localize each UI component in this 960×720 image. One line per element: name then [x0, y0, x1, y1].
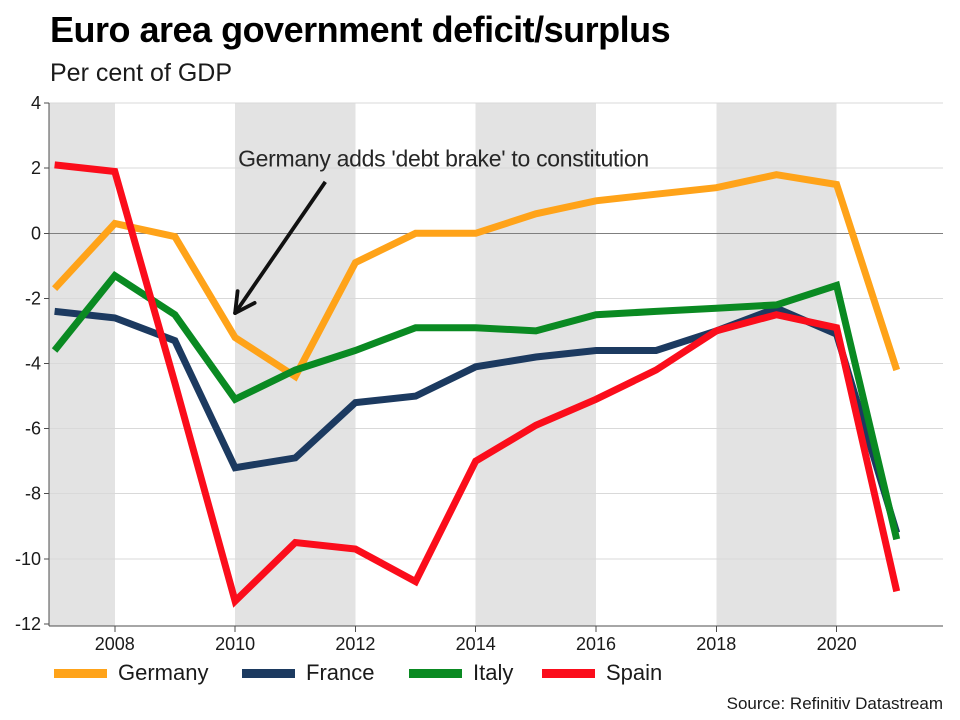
legend-item-france: France	[242, 660, 374, 686]
legend-item-germany: Germany	[54, 660, 208, 686]
chart-title: Euro area government deficit/surplus	[50, 9, 671, 50]
legend-label-france: France	[306, 660, 375, 685]
plot-band	[235, 103, 356, 626]
series-line-germany	[52, 171, 901, 382]
chart-subtitle: Per cent of GDP	[50, 59, 233, 87]
source-text: Source: Refinitiv Datastream	[726, 694, 943, 713]
x-tick-label: 2018	[696, 634, 736, 654]
series-line-spain	[54, 161, 901, 608]
x-tick-label: 2010	[215, 634, 255, 654]
annotation-arrowhead	[233, 300, 257, 315]
plot-band	[49, 103, 115, 626]
legend-label-spain: Spain	[606, 660, 663, 685]
legend-swatch-spain	[542, 668, 595, 678]
y-tick-label: -10	[15, 549, 41, 569]
x-tick-label: 2008	[95, 634, 135, 654]
legend-item-spain: Spain	[542, 660, 662, 686]
y-tick-label: -8	[25, 484, 41, 504]
annotation-arrowhead	[233, 289, 240, 315]
plot-band	[716, 103, 837, 626]
x-tick-label: 2016	[576, 634, 616, 654]
series-line-italy	[51, 270, 901, 541]
y-tick-label: -6	[25, 419, 41, 439]
annotation-text: Germany adds 'debt brake' to constitutio…	[238, 146, 649, 172]
y-tick-label: 2	[31, 158, 41, 178]
legend-label-germany: Germany	[118, 660, 209, 685]
legend-swatch-germany	[54, 668, 107, 678]
legend-swatch-italy	[409, 668, 462, 678]
y-tick-label: -4	[25, 354, 41, 374]
y-tick-label: -2	[25, 288, 41, 308]
y-tick-label: -12	[15, 614, 41, 634]
legend-swatch-france	[242, 668, 295, 678]
legend-item-italy: Italy	[409, 660, 513, 686]
y-tick-label: 0	[31, 223, 41, 243]
annotation-arrow-line	[233, 180, 327, 315]
legend-label-italy: Italy	[473, 660, 514, 685]
x-tick-label: 2020	[817, 634, 857, 654]
x-tick-label: 2012	[335, 634, 375, 654]
series-line-france	[54, 304, 901, 534]
y-tick-label: 4	[31, 93, 41, 113]
x-tick-label: 2014	[456, 634, 496, 654]
